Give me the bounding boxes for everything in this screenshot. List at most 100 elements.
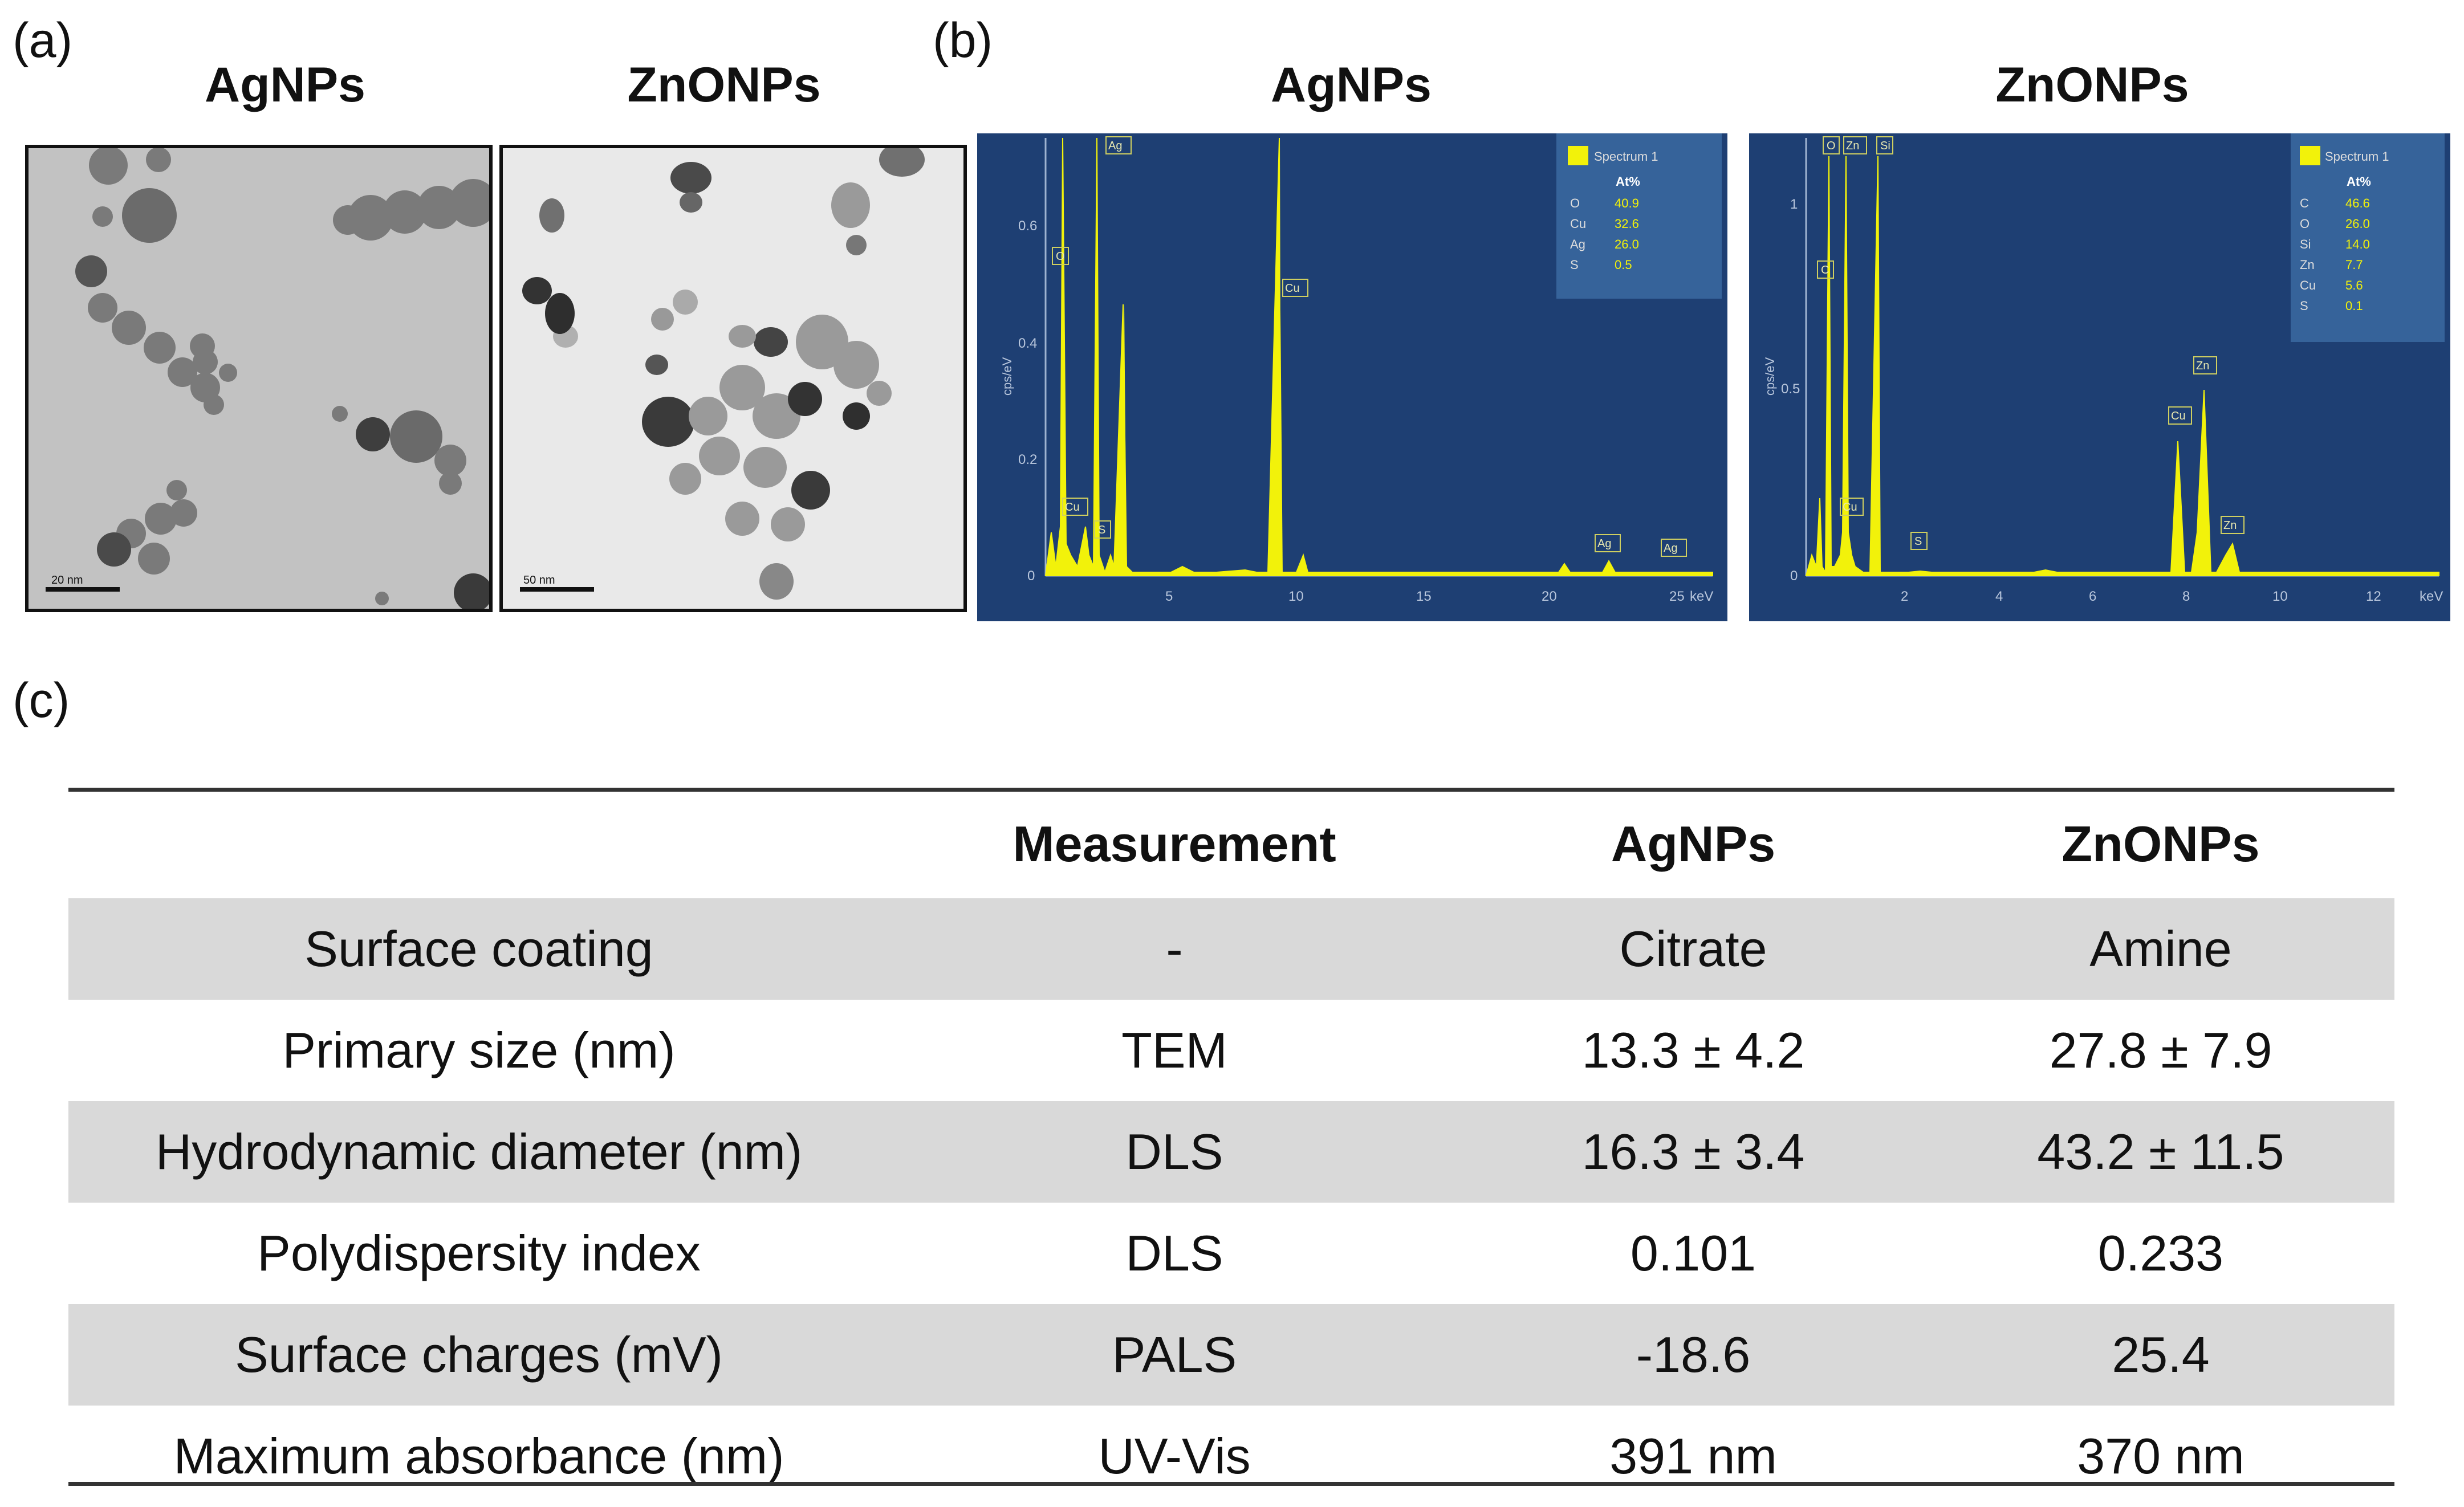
edx-zno-xtick: 4 [1995,589,2003,604]
edx-ag-legend-title: Spectrum 1 [1594,149,1658,164]
edx-zno-peak-label: Cu [2171,410,2186,422]
table-cell: 13.3 ± 4.2 [1581,1022,1805,1078]
edx-zno-legend-el: Zn [2300,258,2315,272]
edx-ag-legend-val: 0.5 [1615,258,1632,272]
edx-ag-peak-label: S [1098,524,1105,536]
table-row: Surface coating - Citrate Amine [68,898,2394,1000]
panel-label-b: (b) [933,13,993,68]
edx-zno-legend-el: Si [2300,237,2311,251]
edx-spectrum-agnps: cps/eV 0 0.2 0.4 0.6 5 10 15 20 25 keV O… [977,133,1727,621]
edx-ag-peak-label: Ag [1664,542,1677,555]
edx-ag-peak-label: Cu [1285,282,1300,295]
edx-zno-legend-title: Spectrum 1 [2325,149,2389,164]
panel-label-a: (a) [13,13,73,68]
table-cell: 370 nm [2077,1428,2245,1484]
table-row: Polydispersity index DLS 0.101 0.233 [68,1203,2394,1304]
edx-ag-ytick: 0.6 [1018,218,1037,234]
edx-ag-xunit: keV [1690,589,1713,604]
edx-ag-legend-val: 40.9 [1615,196,1639,210]
tem-image-agnps: 20 nm [25,145,493,612]
edx-ag-legend-header: At% [1616,174,1640,189]
table-cell: Citrate [1459,898,1927,1000]
edx-ag-legend-el: S [1570,258,1579,272]
tem-ag-title: AgNPs [205,58,365,112]
tem-ag-scale-text: 20 nm [51,574,83,586]
table-cell: 27.8 ± 7.9 [2049,1022,2272,1078]
table-cell: - [889,898,1459,1000]
edx-zno-xunit: keV [2420,589,2443,604]
edx-zno-legend-val: 14.0 [2345,237,2370,251]
edx-ag-ytick: 0.2 [1018,452,1037,467]
edx-zno-ytick: 1 [1790,197,1798,212]
edx-zno-peak-label: O [1827,140,1836,152]
edx-zno-legend-val: 0.1 [2345,299,2363,313]
edx-zno-legend-el: O [2300,217,2310,231]
table-row: Primary size (nm) TEM 13.3 ± 4.2 27.8 ± … [68,1000,2394,1101]
table-row: Maximum absorbance (nm) UV-Vis 391 nm 37… [68,1406,2394,1507]
edx-zno-xtick: 12 [2366,589,2381,604]
edx-zno-legend-el: Cu [2300,278,2316,292]
edx-zno-peak-label: Zn [2223,519,2237,532]
table-cell: DLS [1125,1225,1223,1281]
table-cell: 25.4 [1927,1304,2394,1406]
table-header-measurement: Measurement [1013,816,1336,872]
edx-zno-legend-header: At% [2347,174,2371,189]
edx-zno-xtick: 6 [2089,589,2096,604]
table-cell: UV-Vis [1098,1428,1251,1484]
table-header-agnps: AgNPs [1611,816,1776,872]
table-cell: DLS [889,1101,1459,1203]
edx-zno-ylabel: cps/eV [1763,357,1777,396]
tem-zno-scale-text: 50 nm [523,574,555,586]
edx-ag-xtick: 5 [1165,589,1173,604]
table-row: Surface charges (mV) PALS -18.6 25.4 [68,1304,2394,1406]
table-header-cell [68,790,889,898]
edx-zno-peak-label: Zn [2196,360,2209,372]
edx-zno-peak-label: Si [1880,140,1890,152]
edx-zno-legend-val: 46.6 [2345,196,2370,210]
table-top-rule [68,788,2394,792]
edx-zno-legend-val: 5.6 [2345,278,2363,292]
properties-table: Measurement AgNPs ZnONPs Surface coating… [68,790,2394,1507]
tem-zno-title: ZnONPs [627,58,821,112]
edx-zno-peak-label: S [1914,535,1922,548]
tem-image-znonps: 50 nm [499,145,967,612]
table-header-znonps: ZnONPs [2062,816,2260,872]
edx-ag-peak-label: Cu [1065,501,1080,514]
table-cell: Surface charges (mV) [68,1304,889,1406]
edx-zno-title: ZnONPs [1995,58,2189,112]
edx-zno-xtick: 10 [2272,589,2288,604]
edx-ag-ylabel: cps/eV [1000,357,1014,396]
edx-ag-legend-val: 32.6 [1615,217,1639,231]
table-cell: Amine [1927,898,2394,1000]
edx-ag-ytick: 0.4 [1018,336,1037,351]
table-cell: 43.2 ± 11.5 [1927,1101,2394,1203]
table-cell: 16.3 ± 3.4 [1459,1101,1927,1203]
table-cell: 0.101 [1630,1225,1756,1281]
edx-zno-legend-el: C [2300,196,2309,210]
edx-ag-xtick: 15 [1416,589,1432,604]
table-cell: 391 nm [1609,1428,1777,1484]
table-cell: Hydrodynamic diameter (nm) [68,1101,889,1203]
edx-zno-peak-label: C [1821,264,1829,276]
table-cell: PALS [889,1304,1459,1406]
edx-ag-xtick: 25 [1669,589,1685,604]
edx-ag-peak-label: O [1056,250,1065,263]
edx-zno-legend [2291,133,2445,342]
edx-zno-legend-el: S [2300,299,2308,313]
edx-zno-ytick: 0.5 [1781,381,1800,397]
table-header-row: Measurement AgNPs ZnONPs [68,790,2394,898]
edx-zno-peak-label: Cu [1843,501,1857,514]
edx-ag-peak-label: Ag [1597,537,1611,550]
table-cell: Surface coating [68,898,889,1000]
table-cell: Maximum absorbance (nm) [173,1428,784,1484]
table-row: Hydrodynamic diameter (nm) DLS 16.3 ± 3.… [68,1101,2394,1203]
edx-zno-legend-val: 26.0 [2345,217,2370,231]
table-cell: 0.233 [2097,1225,2224,1281]
edx-ag-legend-el: Ag [1570,237,1585,251]
edx-ag-legend-val: 26.0 [1615,237,1639,251]
edx-zno-xtick: 8 [2182,589,2190,604]
edx-ag-xtick: 20 [1542,589,1557,604]
table-cell: Primary size (nm) [282,1022,676,1078]
edx-zno-xtick: 2 [1901,589,1908,604]
edx-zno-ytick: 0 [1790,568,1798,584]
